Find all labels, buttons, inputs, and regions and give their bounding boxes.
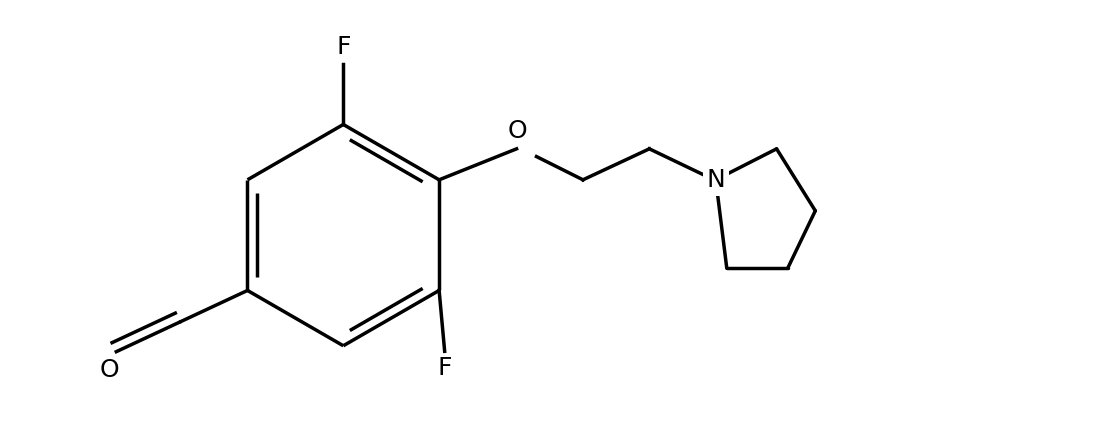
Text: O: O xyxy=(100,358,119,382)
Text: F: F xyxy=(336,35,351,59)
Text: F: F xyxy=(437,356,452,380)
Text: O: O xyxy=(507,119,527,143)
Text: N: N xyxy=(706,168,726,192)
